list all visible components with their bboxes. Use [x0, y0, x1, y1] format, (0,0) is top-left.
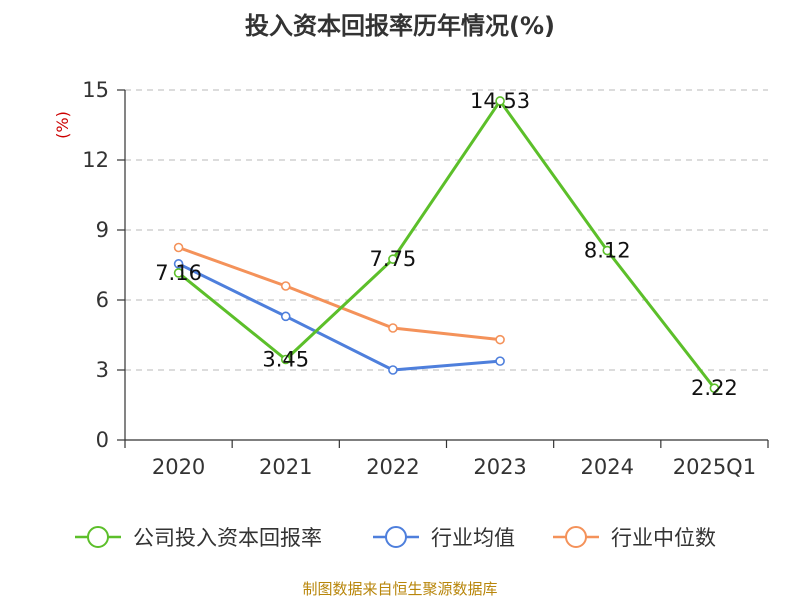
x-tick-label: 2024 [581, 455, 634, 479]
source-note: 制图数据来自恒生聚源数据库 [302, 580, 497, 598]
y-axis-label: (%) [53, 111, 72, 139]
y-tick-label: 6 [96, 288, 109, 312]
data-label: 7.16 [155, 261, 202, 285]
data-point [709, 383, 720, 394]
data-point [495, 356, 505, 366]
legend-label: 行业均值 [431, 526, 515, 550]
data-point [602, 245, 613, 256]
data-point [173, 242, 184, 253]
x-tick-label: 2025Q1 [673, 455, 756, 479]
legend-swatch-marker [87, 526, 109, 548]
data-point [495, 96, 505, 106]
series-line [177, 262, 501, 372]
y-tick-label: 3 [96, 358, 109, 382]
data-point [173, 268, 184, 278]
axis-layer: 0 3 6 9 12 15 2020 2021 2022 2023 2024 2025Q1 [82, 78, 769, 479]
y-tick-label: 15 [82, 78, 109, 102]
series-line [178, 246, 501, 342]
series-line [177, 99, 716, 390]
data-point [280, 311, 291, 322]
data-point [280, 281, 291, 291]
legend-label: 公司投入资本回报率 [133, 526, 322, 550]
series-layer [173, 96, 720, 394]
data-label: 8.12 [584, 239, 631, 263]
legend: 公司投入资本回报率 行业均值 行业中位数 [75, 526, 716, 550]
grid-layer [125, 89, 768, 371]
data-point [280, 354, 291, 365]
x-tick-label: 2023 [473, 455, 526, 479]
y-tick-label: 12 [82, 148, 109, 172]
x-tick-label: 2022 [366, 455, 419, 479]
legend-swatch-marker [565, 526, 587, 548]
data-label: 7.75 [370, 247, 417, 271]
x-tick-label: 2021 [259, 455, 312, 479]
legend-label: 行业中位数 [611, 526, 716, 550]
chart-title: 投入资本回报率历年情况(%) [245, 12, 555, 40]
data-point [388, 254, 398, 264]
data-label: 3.45 [262, 348, 309, 372]
data-point [388, 323, 398, 333]
x-tick-label: 2020 [152, 455, 205, 479]
y-tick-label: 9 [96, 218, 109, 242]
legend-swatch-marker [385, 526, 407, 548]
data-point [388, 365, 398, 375]
data-label: 2.22 [691, 376, 738, 400]
data-point [495, 334, 505, 345]
data-label-layer: 7.16 3.45 7.75 14.53 8.12 2.22 [155, 89, 738, 400]
data-label: 14.53 [470, 89, 530, 113]
data-point [173, 259, 184, 269]
y-tick-label: 0 [96, 428, 109, 452]
